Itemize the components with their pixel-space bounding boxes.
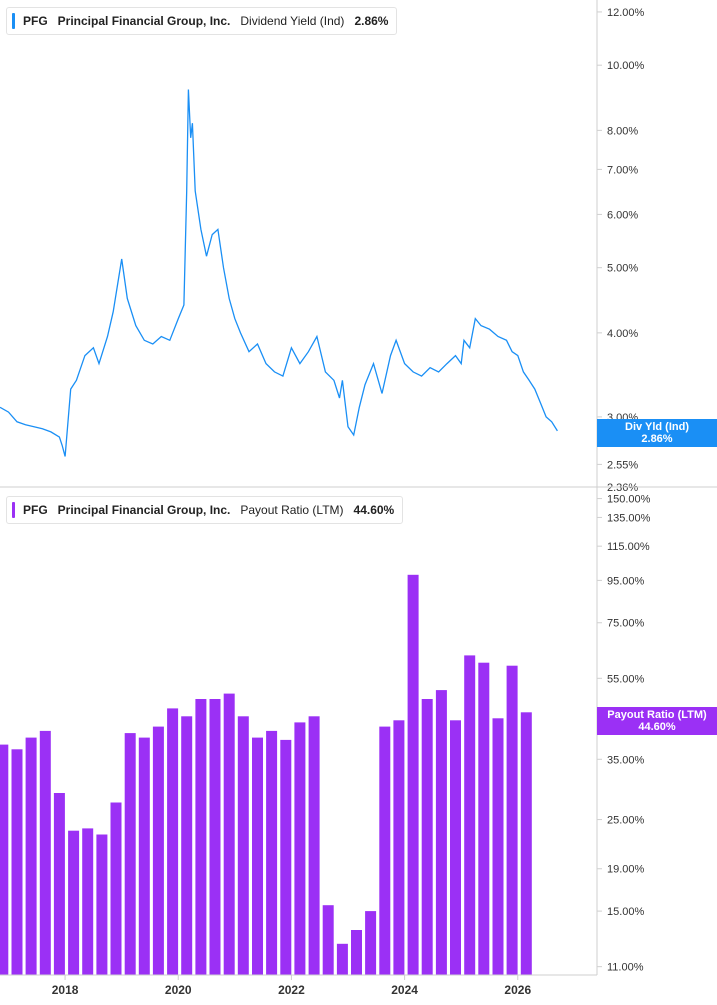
bottom-ytick-label: 15.00% xyxy=(607,906,645,918)
yield-swatch xyxy=(12,13,15,29)
payout-bar xyxy=(138,737,150,975)
x-tick-label: 2020 xyxy=(165,983,192,997)
bottom-ytick-label: 115.00% xyxy=(607,541,650,553)
payout-bar xyxy=(152,726,164,975)
x-axis: 2018 2020 2022 2024 2026 xyxy=(52,975,531,997)
payout-bar xyxy=(336,943,348,975)
top-ytick-label: 2.36% xyxy=(607,482,638,494)
x-tick-label: 2026 xyxy=(504,983,531,997)
bottom-ytick-label: 19.00% xyxy=(607,864,645,876)
payout-bar xyxy=(266,730,278,975)
payout-bar xyxy=(25,737,37,975)
top-ytick-label: 12.00% xyxy=(607,7,645,19)
top-ytick-label: 5.00% xyxy=(607,263,638,275)
payout-bar xyxy=(435,690,447,975)
payout-bar xyxy=(195,699,207,975)
payout-bar xyxy=(0,744,9,975)
x-tick-label: 2022 xyxy=(278,983,305,997)
payout-tag-value: 44.60% xyxy=(638,721,676,733)
dividend-yield-line xyxy=(0,89,558,457)
bottom-legend-company: Principal Financial Group, Inc. xyxy=(57,503,231,517)
bottom-ytick-label: 135.00% xyxy=(607,512,651,524)
bottom-ytick-label: 55.00% xyxy=(607,673,645,685)
top-legend-company: Principal Financial Group, Inc. xyxy=(57,14,231,28)
bottom-ytick-label: 150.00% xyxy=(607,494,651,506)
payout-bar xyxy=(520,712,532,975)
bottom-ytick-label: 11.00% xyxy=(607,962,644,974)
bottom-legend-value: 44.60% xyxy=(353,503,395,517)
payout-bar xyxy=(421,699,433,975)
yield-tag-value: 2.86% xyxy=(641,433,673,445)
payout-bar xyxy=(308,716,320,975)
payout-bar xyxy=(379,726,391,975)
payout-value-tag: Payout Ratio (LTM) 44.60% xyxy=(597,707,717,735)
top-y-axis: 12.00%10.00%8.00%7.00%6.00%5.00%4.00%3.0… xyxy=(597,7,645,494)
payout-bar xyxy=(223,693,235,975)
bottom-legend-ticker: PFG xyxy=(23,503,48,517)
payout-bar xyxy=(478,662,490,975)
payout-bar xyxy=(294,722,306,975)
payout-bar xyxy=(96,834,108,975)
payout-bar xyxy=(365,911,377,975)
payout-bar xyxy=(82,828,94,975)
payout-bar xyxy=(124,733,136,975)
payout-bar xyxy=(280,739,292,975)
bottom-legend-metric: Payout Ratio (LTM) xyxy=(240,503,344,517)
payout-bar xyxy=(252,737,263,975)
top-legend-metric: Dividend Yield (Ind) xyxy=(240,14,345,28)
payout-bar xyxy=(464,655,476,975)
payout-swatch xyxy=(12,502,15,518)
yield-tag-label: Div Yld (Ind) xyxy=(625,421,689,433)
top-ytick-label: 2.55% xyxy=(607,459,638,471)
top-legend[interactable]: PFG Principal Financial Group, Inc. Divi… xyxy=(6,7,398,35)
payout-bar xyxy=(351,930,362,975)
payout-bar xyxy=(68,830,80,975)
top-ytick-label: 10.00% xyxy=(607,60,645,72)
payout-bar xyxy=(11,749,23,975)
top-legend-ticker: PFG xyxy=(23,14,48,28)
payout-bar xyxy=(492,718,504,975)
yield-value-tag: Div Yld (Ind) 2.86% xyxy=(597,419,717,447)
payout-bar xyxy=(167,708,179,975)
payout-bar xyxy=(181,716,193,975)
payout-bar xyxy=(393,720,405,975)
payout-bar xyxy=(407,574,419,975)
bottom-legend[interactable]: PFG Principal Financial Group, Inc. Payo… xyxy=(6,496,404,524)
payout-tag-label: Payout Ratio (LTM) xyxy=(607,709,707,721)
payout-bar xyxy=(209,699,221,975)
payout-bar xyxy=(450,720,461,975)
bottom-ytick-label: 95.00% xyxy=(607,575,645,587)
top-legend-value: 2.86% xyxy=(354,14,389,28)
payout-bar xyxy=(237,716,249,975)
payout-ratio-bars xyxy=(0,574,532,975)
x-tick-label: 2024 xyxy=(391,983,418,997)
payout-bar xyxy=(53,793,65,975)
bottom-ytick-label: 35.00% xyxy=(607,754,645,766)
top-ytick-label: 8.00% xyxy=(607,125,638,137)
bottom-y-axis: 150.00% 135.00% 115.00% 95.00% 75.00% 55.00% 3… xyxy=(597,494,651,974)
top-ytick-label: 7.00% xyxy=(607,164,638,176)
top-ytick-label: 6.00% xyxy=(607,209,638,221)
payout-bar xyxy=(506,665,518,975)
payout-bar xyxy=(110,802,122,975)
x-tick-label: 2018 xyxy=(52,983,79,997)
top-ytick-label: 4.00% xyxy=(607,328,638,340)
bottom-ytick-label: 75.00% xyxy=(607,618,645,630)
payout-bar xyxy=(39,730,51,975)
payout-bar xyxy=(322,905,334,975)
bottom-ytick-label: 25.00% xyxy=(607,815,645,827)
